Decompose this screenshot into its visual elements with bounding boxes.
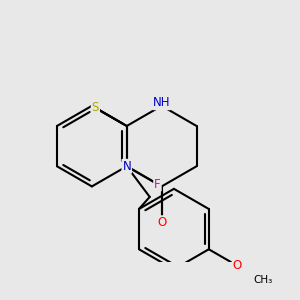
Text: CH₃: CH₃ [253, 275, 272, 285]
Text: O: O [157, 216, 166, 229]
Text: N: N [122, 160, 131, 173]
Text: S: S [92, 101, 99, 114]
Text: NH: NH [153, 96, 170, 109]
Text: F: F [154, 178, 161, 190]
Text: O: O [233, 259, 242, 272]
